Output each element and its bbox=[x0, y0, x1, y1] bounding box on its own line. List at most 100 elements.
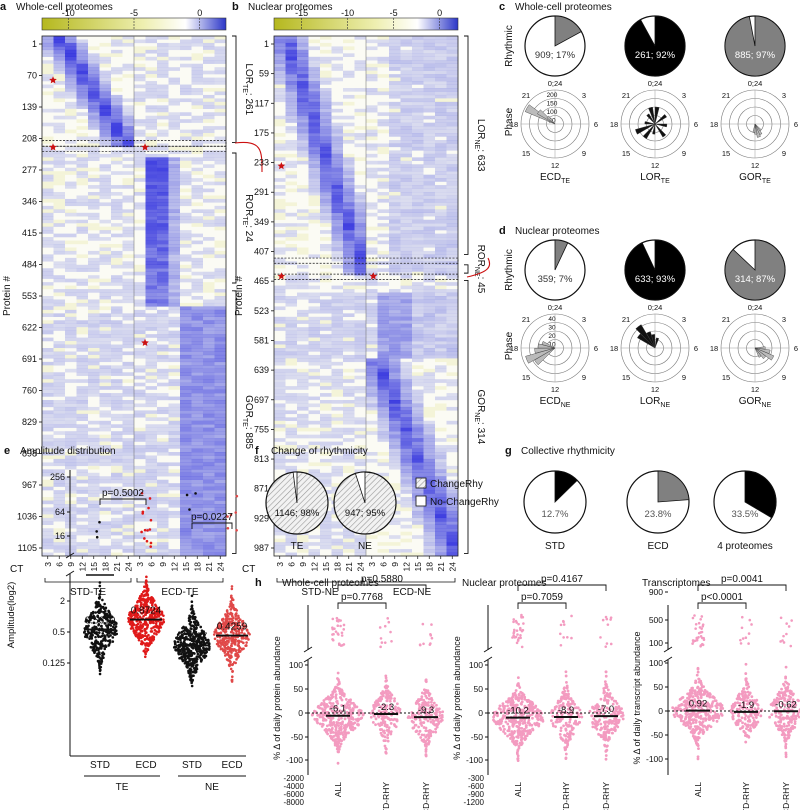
heatmap-b-cell bbox=[285, 552, 297, 557]
heatmap-a-cell bbox=[99, 119, 111, 123]
heatmap-a-cell bbox=[53, 424, 65, 428]
e-point bbox=[136, 599, 140, 603]
heatmap-b-title: Nuclear proteomes bbox=[248, 2, 332, 13]
heatmap-a-cell bbox=[76, 67, 88, 71]
heatmap-a-cell bbox=[42, 424, 54, 428]
heatmap-a-cell bbox=[180, 365, 192, 369]
heatmap-a-cell bbox=[76, 70, 88, 75]
heatmap-a-cell bbox=[180, 479, 192, 484]
heatmap-b-cell bbox=[400, 469, 412, 473]
heatmap-b-cell bbox=[331, 240, 343, 245]
heatmap-b-cell bbox=[320, 458, 332, 463]
heatmap-a-cell bbox=[65, 445, 77, 449]
e-point bbox=[106, 619, 110, 622]
heatmap-a-cell bbox=[88, 101, 100, 106]
heatmap-a-cell bbox=[122, 476, 134, 480]
e-point bbox=[143, 634, 147, 637]
heatmap-a-cell bbox=[157, 49, 169, 54]
heatmap-a-cell bbox=[53, 157, 65, 161]
heatmap-a-cell bbox=[122, 108, 134, 113]
heatmap-b-cell bbox=[343, 136, 355, 141]
heatmap-b-cell bbox=[354, 198, 366, 203]
heatmap-b-cell bbox=[366, 133, 378, 137]
heatmap-b-cell bbox=[354, 216, 366, 220]
heatmap-a-cell bbox=[145, 476, 157, 480]
heatmap-b-cell bbox=[400, 181, 412, 186]
heatmap-b-cell bbox=[354, 112, 366, 116]
heatmap-b-cell bbox=[274, 81, 286, 85]
heatmap-a-cell bbox=[145, 375, 157, 380]
heatmap-b-cell bbox=[400, 361, 412, 366]
heatmap-a-cell bbox=[157, 524, 169, 529]
heatmap-a-cell bbox=[157, 94, 169, 99]
heatmap-a-cell bbox=[65, 455, 77, 460]
heatmap-a-cell bbox=[214, 375, 226, 380]
heatmap-b-cell bbox=[308, 306, 320, 311]
heatmap-b-ct-value: 9 bbox=[298, 562, 308, 567]
heatmap-a-cell bbox=[214, 479, 226, 484]
heatmap-a-cell bbox=[214, 302, 226, 307]
e-point bbox=[155, 630, 158, 633]
heatmap-a-cell bbox=[157, 296, 169, 300]
heatmap-a-cell bbox=[191, 337, 203, 342]
heatmap-a-cell bbox=[99, 486, 111, 491]
heatmap-b-cell bbox=[435, 153, 447, 158]
heatmap-b-cell bbox=[285, 202, 297, 207]
heatmap-b-cell bbox=[446, 198, 458, 203]
heatmap-a-cell bbox=[191, 341, 203, 345]
heatmap-b-cell bbox=[389, 400, 401, 404]
heatmap-b-cell bbox=[366, 316, 378, 321]
heatmap-b-cell bbox=[412, 192, 424, 196]
heatmap-a-cell bbox=[180, 420, 192, 425]
heatmap-a-cell bbox=[53, 354, 65, 359]
heatmap-a-cell bbox=[134, 77, 146, 82]
heatmap-a-cell bbox=[122, 524, 134, 529]
heatmap-b-cell bbox=[366, 427, 378, 432]
heatmap-a-cell bbox=[76, 462, 88, 467]
heatmap-a-cell bbox=[134, 493, 146, 498]
heatmap-a-cell bbox=[203, 209, 215, 213]
heatmap-a-cell bbox=[42, 500, 54, 505]
e-point bbox=[134, 626, 138, 629]
heatmap-a-ct-value: 18 bbox=[100, 562, 110, 572]
heatmap-b-cell bbox=[423, 244, 435, 248]
heatmap-b-cell bbox=[377, 472, 389, 477]
panel-c-rose-label: LORTE bbox=[640, 172, 670, 185]
heatmap-b-cell bbox=[274, 445, 286, 449]
heatmap-a-cell bbox=[134, 49, 146, 54]
e-point bbox=[141, 611, 144, 615]
heatmap-a-cell bbox=[88, 167, 100, 172]
heatmap-a-cell bbox=[191, 493, 203, 498]
heatmap-a-cell bbox=[157, 382, 169, 387]
heatmap-b-cell bbox=[435, 483, 447, 487]
heatmap-a-cell bbox=[214, 309, 226, 314]
heatmap-b-cell bbox=[435, 178, 447, 182]
heatmap-b-cell bbox=[435, 292, 447, 297]
heatmap-a-cell bbox=[145, 368, 157, 373]
heatmap-b-cell bbox=[400, 192, 412, 196]
panel-d-rose-wedge bbox=[754, 347, 767, 359]
heatmap-b-cell bbox=[343, 264, 355, 269]
heatmap-a-cell bbox=[76, 230, 88, 234]
heatmap-b-cell bbox=[308, 81, 320, 85]
heatmap-b-cell bbox=[320, 420, 332, 425]
heatmap-b-cell bbox=[423, 91, 435, 96]
heatmap-b-cell bbox=[435, 452, 447, 456]
heatmap-a-cell bbox=[53, 178, 65, 182]
heatmap-a-cell bbox=[214, 174, 226, 179]
heatmap-b-cell bbox=[400, 237, 412, 241]
heatmap-b-cell bbox=[423, 323, 435, 328]
heatmap-b-cell bbox=[377, 198, 389, 203]
heatmap-a-cell bbox=[145, 268, 157, 272]
heatmap-b-cell bbox=[412, 469, 424, 473]
heatmap-a-cell bbox=[191, 81, 203, 85]
heatmap-a-cell bbox=[145, 341, 157, 345]
heatmap-a-cell bbox=[122, 226, 134, 231]
heatmap-b-cell bbox=[412, 247, 424, 252]
heatmap-a-cell bbox=[203, 458, 215, 463]
heatmap-a-band bbox=[41, 145, 227, 152]
heatmap-b-cell bbox=[377, 365, 389, 369]
heatmap-a-cell bbox=[145, 282, 157, 286]
heatmap-a-cell bbox=[88, 538, 100, 543]
heatmap-b-cell bbox=[297, 542, 309, 546]
